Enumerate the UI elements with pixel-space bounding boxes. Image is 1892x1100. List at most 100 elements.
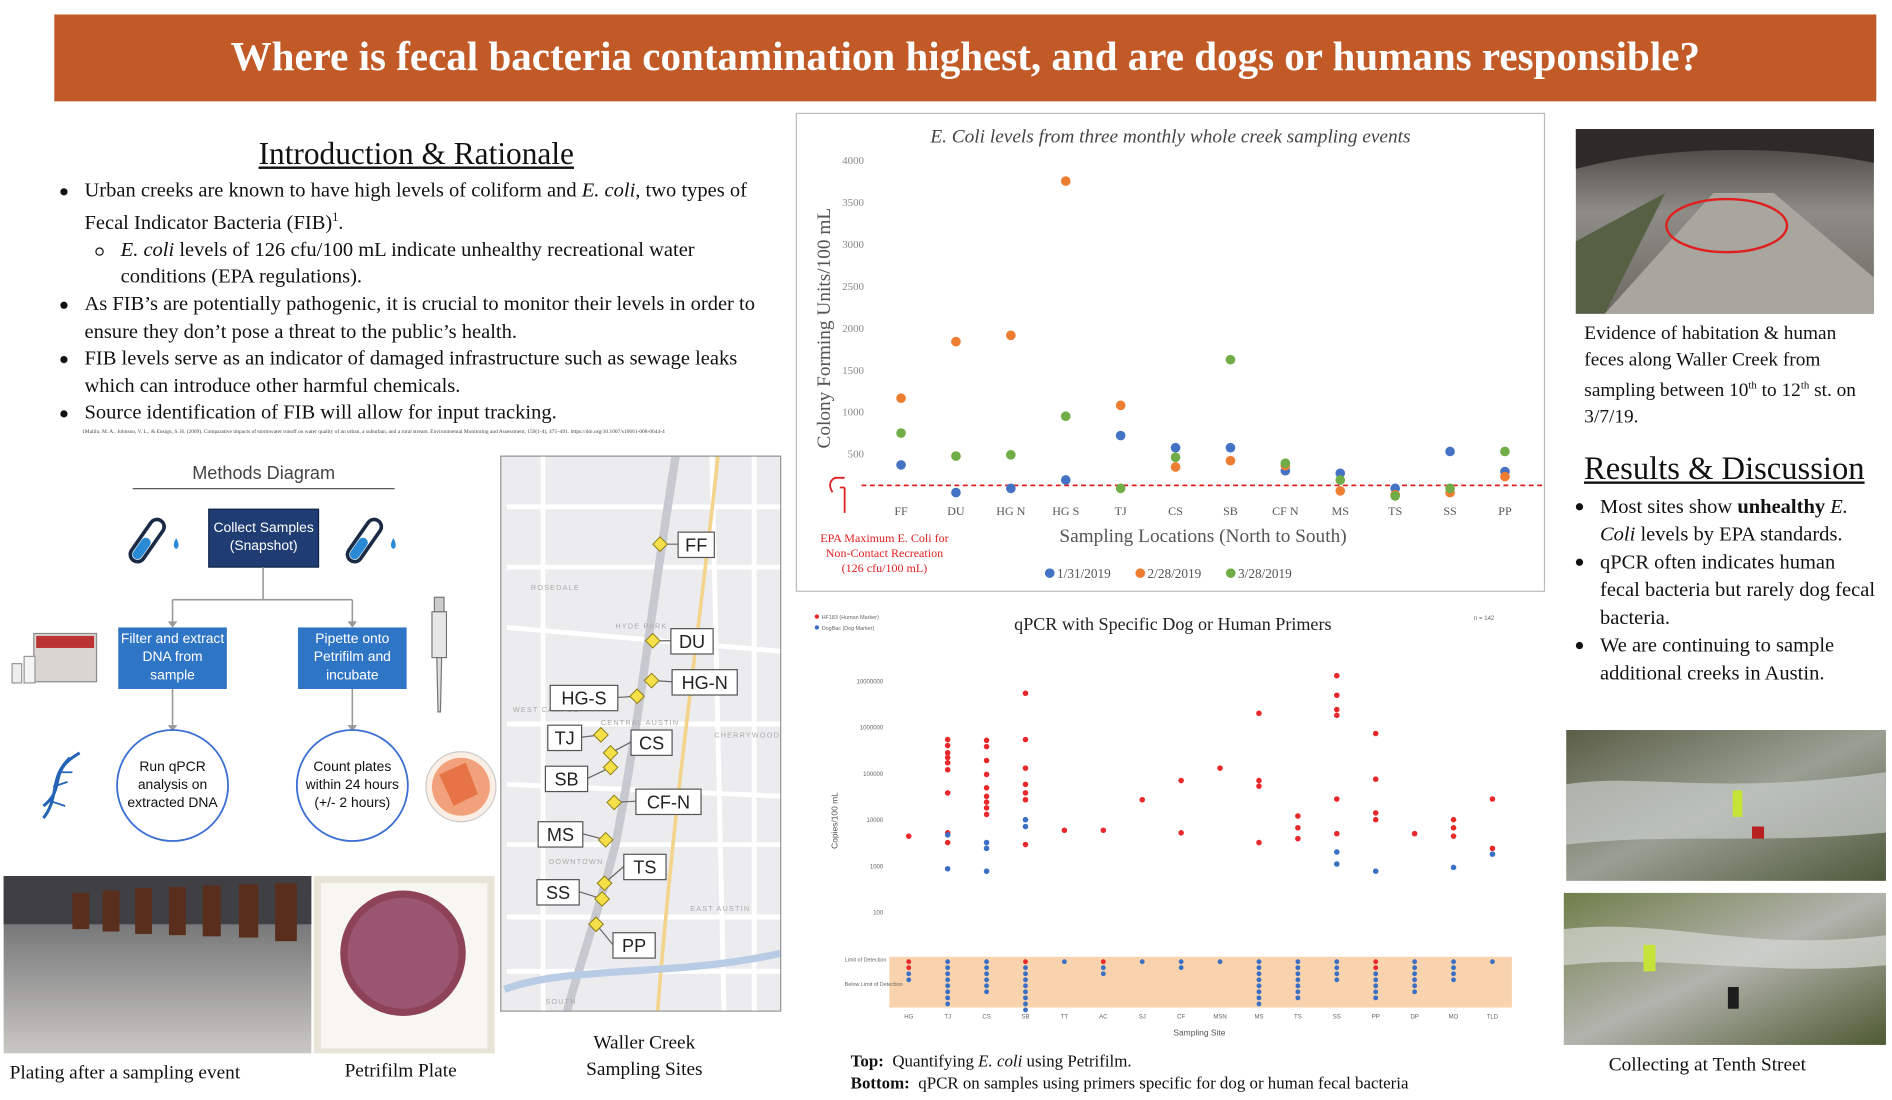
site-label-box — [547, 724, 583, 752]
bullet: FIB levels serve as an indicator of dama… — [58, 345, 764, 400]
point — [1022, 823, 1029, 830]
site-label-box — [537, 821, 584, 848]
point — [1225, 455, 1236, 466]
test-tube-icon — [128, 517, 179, 564]
legend-swatch — [1044, 568, 1055, 578]
point — [944, 832, 951, 838]
text: levels of 126 cfu/100 mL indicate unheal… — [120, 237, 695, 288]
point — [944, 749, 951, 756]
below-detection-point — [1373, 983, 1379, 989]
below-detection-point — [1178, 965, 1184, 971]
x-tick-label: SS — [1443, 504, 1456, 518]
below-detection-point — [1295, 959, 1301, 965]
site-label: CF-N — [647, 792, 690, 812]
legend-swatch — [814, 614, 820, 619]
below-detection-point — [906, 971, 912, 977]
x-tick-label: MS — [1332, 504, 1349, 518]
bullet: Urban creeks are known to have high leve… — [58, 177, 764, 236]
sub-bullet: E. coli levels of 126 cfu/100 mL indicat… — [58, 236, 764, 291]
y-tick-label: 500 — [848, 449, 865, 461]
below-detection-point — [1334, 959, 1340, 965]
below-detection-point — [984, 959, 989, 965]
below-detection-point — [1412, 959, 1418, 965]
x-tick-label: TJ — [944, 1014, 951, 1020]
text: E. Coli — [1599, 494, 1848, 546]
point — [1022, 790, 1029, 796]
point — [1334, 712, 1340, 719]
point — [1115, 483, 1126, 494]
below-detection-point — [945, 989, 951, 995]
point — [1256, 839, 1262, 846]
point — [1256, 777, 1262, 784]
y-tick-label: 1000000 — [860, 726, 884, 732]
point — [905, 833, 912, 839]
y-tick-label: 1000 — [870, 864, 884, 870]
below-detection-point — [1295, 983, 1301, 989]
below-detection-point — [984, 977, 989, 983]
below-detection-point — [945, 971, 951, 977]
point — [1334, 672, 1340, 679]
point — [1022, 690, 1029, 697]
point — [1334, 692, 1340, 699]
below-detection-point — [1373, 995, 1379, 1001]
site-marker — [644, 632, 661, 649]
y-axis-label: Copies/100 mL — [829, 792, 839, 849]
section-title: Introduction & Rationale — [258, 136, 574, 172]
below-detection-point — [1023, 965, 1028, 971]
pipette-icon — [431, 596, 448, 713]
below-detection-group — [1217, 959, 1223, 965]
arrowheads — [167, 621, 358, 732]
below-detection-point — [906, 977, 912, 983]
point — [896, 393, 906, 404]
below-detection-point — [1412, 977, 1418, 983]
below-detection-point — [1295, 995, 1301, 1001]
x-tick-label: TT — [1061, 1014, 1069, 1020]
x-tick-label: DP — [1410, 1014, 1418, 1020]
map-border — [500, 455, 782, 1012]
below-detection-group — [1061, 959, 1067, 965]
chart-title: E. Coli levels from three monthly whole … — [929, 126, 1410, 147]
below-detection-group — [1023, 965, 1028, 1013]
x-tick-label: SB — [1223, 504, 1238, 518]
below-detection-point — [1373, 971, 1379, 977]
text: using Petrifilm. — [1022, 1053, 1132, 1072]
site-marker — [594, 891, 611, 907]
point — [1022, 816, 1029, 823]
x-tick-label: MSN — [1213, 1014, 1226, 1020]
site-label-box — [549, 684, 619, 712]
below-detection-point — [1256, 959, 1262, 965]
x-tick-label: TJ — [1115, 504, 1127, 518]
point — [1335, 486, 1346, 496]
point — [1445, 446, 1455, 457]
legend-label: HF183 (Human Marker) — [822, 615, 879, 621]
point — [951, 487, 961, 498]
below-detection-point — [1373, 977, 1379, 983]
point — [1372, 730, 1379, 737]
point — [1445, 483, 1455, 494]
below-detection-point — [1373, 965, 1379, 971]
x-tick-label: CS — [982, 1014, 990, 1020]
below-detection-group — [1412, 959, 1418, 995]
map-area-label: WEST CAMPUS — [513, 705, 580, 714]
x-tick-label: CF N — [1272, 504, 1299, 518]
site-label-box — [623, 853, 667, 881]
below-detection-group — [984, 959, 989, 995]
legend-label: 1/31/2019 — [1057, 566, 1111, 581]
point — [896, 460, 906, 470]
site-marker — [592, 726, 609, 743]
point — [1170, 452, 1181, 463]
point — [1372, 816, 1379, 823]
x-tick-label: TS — [1388, 504, 1402, 518]
x-tick-label: HG N — [996, 504, 1025, 518]
below-detection-point — [1256, 1001, 1262, 1007]
site-marker — [596, 875, 613, 892]
point — [1217, 765, 1223, 771]
point — [1280, 458, 1291, 469]
below-detection-point — [1295, 989, 1301, 995]
below-detection-group — [1139, 959, 1145, 965]
point — [1372, 868, 1379, 874]
below-detection-point — [945, 959, 951, 965]
point — [1372, 810, 1379, 816]
below-detection-point — [1295, 965, 1301, 971]
chart-note: n = 142 — [1474, 616, 1495, 622]
